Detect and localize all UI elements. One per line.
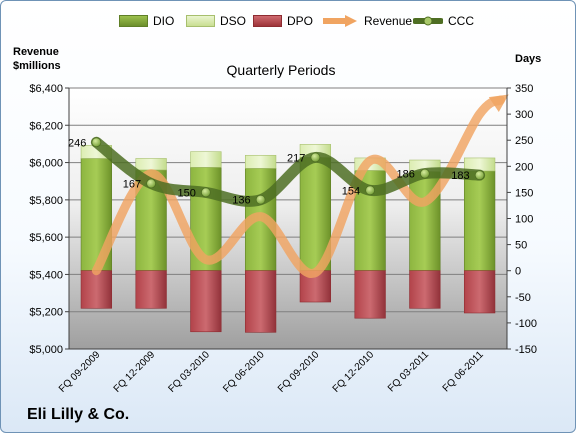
y-right-tick-label: 250: [515, 135, 533, 147]
ccc-point: [200, 187, 211, 198]
ccc-data-label: 186: [397, 169, 415, 181]
x-tick-label: FQ 06-2011: [441, 349, 486, 394]
x-tick-label: FQ 06-2010: [221, 349, 267, 395]
legend-label-dpo: DPO: [287, 14, 314, 28]
ccc-data-label: 154: [342, 185, 360, 197]
ccc-point: [255, 194, 266, 205]
bar-dpo: [354, 270, 386, 319]
y-left-tick-label: $5,400: [29, 269, 63, 281]
ccc-data-label: 136: [232, 195, 250, 207]
bar-dio: [463, 170, 496, 272]
ccc-point: [146, 178, 157, 189]
ccc-data-label: 217: [287, 152, 305, 164]
bar-dpo: [135, 270, 167, 309]
legend-item-ccc: CCC: [413, 11, 474, 31]
y-right-tick-label: 0: [515, 266, 521, 278]
y-left-tick-label: $5,600: [29, 232, 63, 244]
ccc-data-label: 150: [178, 187, 196, 199]
bar-dso: [135, 158, 167, 171]
x-tick-label: FQ 03-2011: [386, 349, 431, 394]
bar-dpo: [190, 270, 222, 333]
y-axis-title-left: Revenue $millions: [13, 46, 61, 72]
y-right-tick-label: 50: [515, 240, 527, 252]
legend-item-dso: DSO: [186, 11, 246, 31]
ccc-point: [365, 185, 376, 196]
y-right-tick-label: -150: [515, 344, 537, 356]
bar-dpo: [80, 270, 113, 309]
ccc-data-label: 167: [123, 179, 141, 191]
ccc-point: [91, 137, 102, 148]
legend-swatch-dpo: [253, 15, 282, 27]
company-name: Eli Lilly & Co.: [27, 406, 130, 423]
x-tick-label: FQ 12-2010: [331, 349, 377, 395]
y-left-tick-label: $6,000: [29, 158, 63, 170]
y-left-tick-label: $5,200: [29, 307, 63, 319]
y-left-tick-label: $6,400: [29, 83, 63, 95]
y-left-tick-label: $5,000: [29, 344, 63, 356]
bar-dpo: [244, 270, 277, 333]
y-right-tick-label: 350: [515, 83, 533, 95]
revenue-arrowhead: [488, 94, 509, 112]
plot-background: [69, 88, 507, 349]
ccc-point: [310, 152, 321, 163]
y-right-tick-label: 300: [515, 109, 533, 121]
x-tick-label: FQ 12-2009: [112, 349, 158, 395]
legend-item-dpo: DPO: [253, 11, 313, 31]
bar-dpo: [463, 270, 496, 314]
legend-item-dio: DIO: [119, 11, 174, 31]
chart-title: Quarterly Periods: [226, 62, 336, 78]
x-tick-label: FQ 09-2010: [276, 349, 322, 395]
y-axis-title-right: Days: [515, 53, 542, 65]
legend-item-revenue: Revenue: [321, 11, 412, 31]
legend-swatch-dso: [186, 15, 215, 27]
legend-label-dio: DIO: [153, 14, 175, 28]
ccc-point: [474, 170, 485, 181]
y-right-tick-label: 200: [515, 161, 533, 173]
legend-label-ccc: CCC: [448, 14, 474, 28]
bar-dso: [244, 155, 277, 169]
ccc-data-label: 246: [68, 137, 86, 149]
x-tick-label: FQ 03-2010: [166, 349, 212, 395]
legend: DIO DSO DPO Revenue CCC: [1, 9, 575, 33]
legend-swatch-revenue: [323, 15, 357, 27]
legend-label-revenue: Revenue: [364, 14, 413, 28]
legend-label-dso: DSO: [220, 14, 247, 28]
y-right-tick-label: 100: [515, 214, 533, 226]
y-right-tick-label: -100: [515, 318, 537, 330]
y-right-tick-label: -50: [515, 292, 531, 304]
ccc-point: [419, 168, 430, 179]
bar-dpo: [409, 270, 441, 309]
y-left-tick-label: $6,200: [29, 120, 63, 132]
y-left-tick-label: $5,800: [29, 195, 63, 207]
legend-swatch-dio: [119, 15, 148, 27]
x-tick-label: FQ 09-2009: [57, 349, 103, 395]
y-right-tick-label: 150: [515, 187, 533, 199]
legend-swatch-ccc: [413, 16, 443, 26]
ccc-data-label: 183: [451, 170, 469, 182]
bar-dso: [190, 151, 222, 168]
